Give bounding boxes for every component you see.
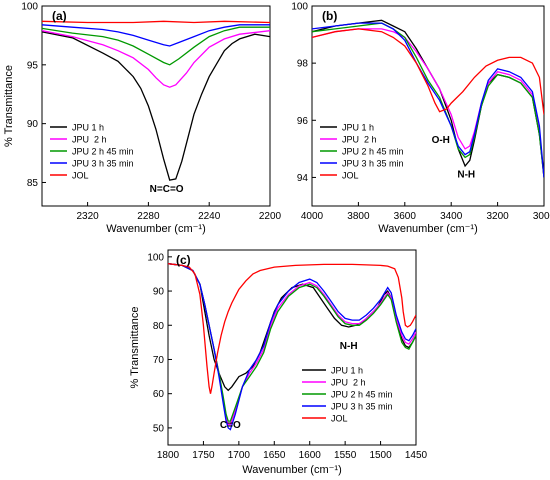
legend-label: JPU 2 h	[72, 135, 107, 145]
x-tick-label: 3600	[394, 211, 417, 222]
x-tick-label: 2240	[198, 211, 221, 222]
legend-label: JOL	[331, 414, 348, 424]
y-tick-label: 90	[27, 119, 39, 130]
x-tick-label: 1650	[263, 450, 286, 461]
series-line-jpu_3h35	[312, 22, 544, 178]
legend-label: JPU 3 h 35 min	[331, 402, 393, 412]
x-tick-label: 2280	[137, 211, 160, 222]
panel-c: 1800 1750 1700 1650 1600 1550 1500 1450 50 60 70 80…	[129, 249, 428, 476]
plot-frame	[311, 5, 545, 207]
x-tick-label: 1800	[157, 450, 180, 461]
legend-label: JPU 2 h 45 min	[331, 390, 393, 400]
x-tick-label: 3400	[440, 211, 463, 222]
series-line-jol	[42, 20, 270, 24]
legend-label: JPU 2 h 45 min	[72, 147, 134, 157]
series-line-jpu_3h35	[42, 24, 270, 47]
plot-frame	[41, 5, 271, 207]
y-tick-label: 94	[297, 173, 309, 184]
annotation-label: N=C=O	[150, 184, 184, 195]
y-tick-label: 98	[297, 59, 309, 70]
x-axis-title: Wavenumber (cm⁻¹)	[378, 223, 478, 235]
y-tick-label: 95	[27, 60, 39, 71]
y-axis-title: % Transmittance	[3, 65, 15, 147]
y-tick-label: 90	[153, 287, 165, 298]
y-tick-label: 50	[153, 423, 165, 434]
legend-label: JPU 2 h	[331, 378, 366, 388]
legend-label: JPU 2 h 45 min	[342, 147, 404, 157]
x-tick-label: 1500	[369, 450, 392, 461]
x-tick-label: 4000	[301, 211, 324, 222]
y-tick-label: 100	[21, 2, 38, 13]
x-tick-label: 2320	[76, 211, 99, 222]
x-tick-label: 3800	[347, 211, 370, 222]
x-axis-title: Wavenumber (cm⁻¹)	[242, 464, 342, 476]
x-tick-label: 1550	[334, 450, 357, 461]
annotation-label: O-H	[432, 135, 450, 146]
plot-frame	[167, 249, 417, 446]
y-tick-label: 80	[153, 321, 165, 332]
series-line-jpu_2h45	[42, 26, 270, 66]
legend-label: JPU 1 h	[72, 123, 104, 133]
y-tick-label: 60	[153, 389, 165, 400]
y-tick-label: 70	[153, 355, 165, 366]
x-axis-title: Wavenumber (cm⁻¹)	[106, 223, 206, 235]
legend-label: JPU 3 h 35 min	[342, 159, 404, 169]
legend-label: JPU 2 h	[342, 135, 377, 145]
annotation-label: C=O	[220, 420, 241, 431]
series-line-jpu_1h	[168, 263, 416, 392]
x-tick-label: 2200	[259, 211, 282, 222]
legend-label: JOL	[342, 171, 359, 181]
legend-label: JOL	[72, 171, 89, 181]
panel-label: (c)	[176, 253, 191, 267]
y-tick-label: 96	[297, 116, 309, 127]
series-line-jpu_2h	[312, 28, 544, 178]
x-tick-label: 1450	[405, 450, 428, 461]
series-line-jol	[312, 28, 544, 115]
x-tick-label: 3200	[486, 211, 509, 222]
y-tick-label: 100	[291, 2, 308, 13]
x-tick-label: 1700	[228, 450, 251, 461]
y-tick-label: 85	[27, 178, 39, 189]
series-line-jol	[168, 263, 416, 394]
legend-label: JPU 1 h	[342, 123, 374, 133]
y-axis-title: % Transmittance	[129, 307, 141, 389]
legend-label: JPU 1 h	[331, 366, 363, 376]
series-line-jpu_2h	[42, 30, 270, 88]
panel-b: 4000 3800 3600 3400 3200 3000 94 96 98 100 Wavenum…	[291, 2, 550, 236]
annotation-label: N-H	[340, 341, 358, 352]
x-tick-label: 1750	[192, 450, 215, 461]
legend-label: JPU 3 h 35 min	[72, 159, 134, 169]
series-line-jpu_3h35	[168, 263, 416, 431]
series-line-jpu_1h	[42, 31, 270, 181]
panel-label: (a)	[52, 9, 67, 23]
panel-a: 2320 2280 2240 2200 85 90 95 100 Wavenumber (cm⁻…	[3, 2, 282, 236]
y-tick-label: 100	[147, 252, 164, 263]
panel-label: (b)	[322, 9, 337, 23]
x-tick-label: 1600	[299, 450, 322, 461]
x-tick-label: 3000	[533, 211, 550, 222]
annotation-label: N-H	[457, 169, 475, 180]
